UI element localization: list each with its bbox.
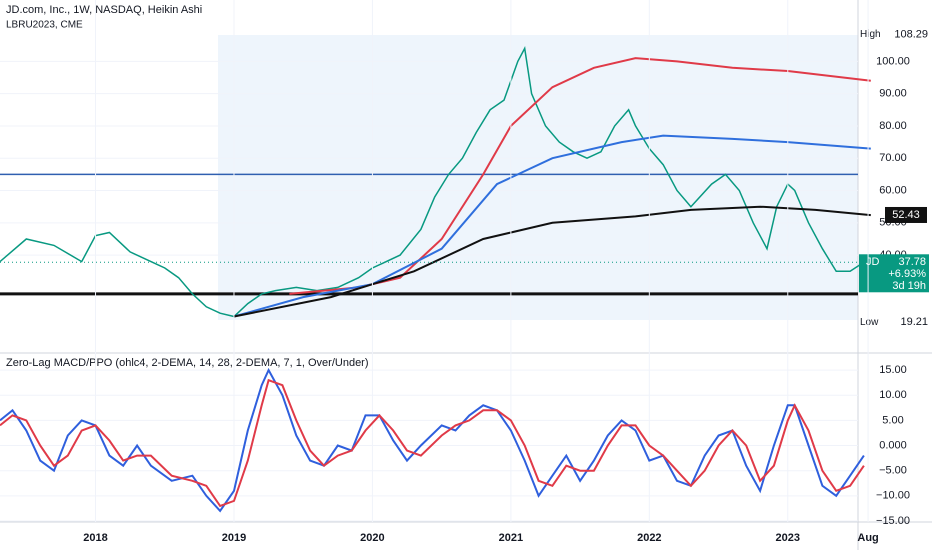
y-tick-label: 10.00 xyxy=(879,389,907,401)
indicator-title: Zero-Lag MACD/PPO (ohlc4, 2-DEMA, 14, 28… xyxy=(6,357,369,369)
y-tick-label: 60.00 xyxy=(879,184,907,196)
range-background xyxy=(218,35,858,320)
series-line xyxy=(0,378,865,508)
x-tick-label: 2023 xyxy=(776,532,800,544)
y-tick-label: −15.00 xyxy=(876,515,910,527)
x-tick-label: 2019 xyxy=(222,532,246,544)
low-label: Low xyxy=(860,317,879,328)
y-tick-label: 100.00 xyxy=(876,55,910,67)
y-tick-label: 15.00 xyxy=(879,364,907,376)
series-line xyxy=(0,367,865,513)
last-tag xyxy=(859,254,929,293)
last-change: +6.93% xyxy=(888,268,926,280)
level-value: 52.43 xyxy=(892,209,920,221)
chart-title: JD.com, Inc., 1W, NASDAQ, Heikin Ashi xyxy=(6,4,202,16)
y-tick-label: −5.00 xyxy=(879,465,907,477)
y-tick-label: 5.00 xyxy=(882,414,903,426)
chart-subtitle: LBRU2023, CME xyxy=(6,20,83,31)
high-value: 108.29 xyxy=(894,28,928,40)
y-tick-label: 0.000 xyxy=(879,439,907,451)
x-tick-label: Aug xyxy=(857,532,878,544)
y-tick-label: 80.00 xyxy=(879,120,907,132)
level-tag xyxy=(885,206,927,223)
low-value: 19.21 xyxy=(900,316,928,328)
y-tick-label: 90.00 xyxy=(879,88,907,100)
high-label: High xyxy=(860,29,881,40)
y-tick-label: 70.00 xyxy=(879,152,907,164)
series-line xyxy=(289,57,871,295)
x-tick-label: 2021 xyxy=(499,532,523,544)
last-value: 37.78 xyxy=(898,256,926,268)
last-countdown: 3d 19h xyxy=(892,280,926,292)
x-tick-label: 2020 xyxy=(360,532,384,544)
series-line xyxy=(233,134,871,318)
y-tick-label: −10.00 xyxy=(876,490,910,502)
x-tick-label: 2022 xyxy=(637,532,661,544)
last-symbol: JD xyxy=(866,256,880,268)
series-line xyxy=(0,46,865,318)
x-tick-label: 2018 xyxy=(83,532,107,544)
